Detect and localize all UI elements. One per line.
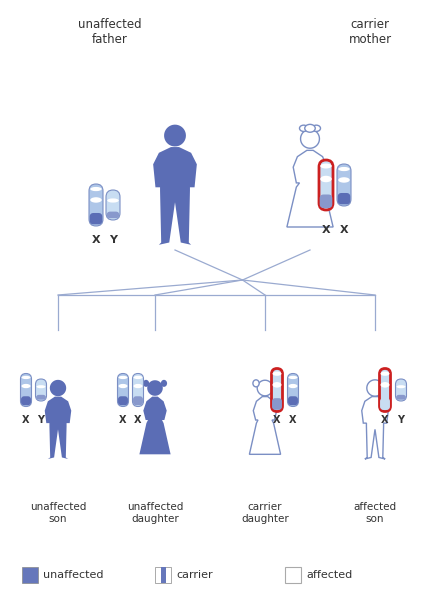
FancyBboxPatch shape [338,193,351,204]
FancyBboxPatch shape [396,379,407,401]
Text: unaffected
daughter: unaffected daughter [127,502,183,523]
Ellipse shape [133,384,142,388]
FancyBboxPatch shape [21,396,31,405]
FancyBboxPatch shape [89,184,103,226]
Text: X: X [289,415,297,425]
Text: X: X [91,235,100,245]
Bar [22,567,38,583]
Ellipse shape [143,380,149,387]
FancyBboxPatch shape [107,212,119,218]
Polygon shape [301,130,320,148]
Text: carrier
mother: carrier mother [348,18,392,46]
Ellipse shape [300,125,308,131]
Bar [285,567,301,583]
FancyBboxPatch shape [272,398,282,410]
Text: X: X [119,415,127,425]
Ellipse shape [22,376,30,379]
FancyBboxPatch shape [380,398,390,410]
Polygon shape [287,150,333,227]
FancyBboxPatch shape [35,379,46,401]
Ellipse shape [320,164,332,168]
Polygon shape [147,380,163,396]
Polygon shape [50,380,66,396]
Polygon shape [249,396,281,454]
Ellipse shape [320,176,332,182]
Bar [160,567,166,583]
Ellipse shape [118,384,127,388]
FancyBboxPatch shape [20,373,31,407]
Ellipse shape [381,382,389,388]
Ellipse shape [90,187,102,191]
Polygon shape [153,147,197,245]
Text: affected
son: affected son [354,502,396,523]
Text: X: X [273,415,281,425]
Ellipse shape [107,198,119,202]
FancyBboxPatch shape [118,396,128,405]
Ellipse shape [272,382,282,388]
Ellipse shape [253,380,259,387]
Text: X: X [134,415,142,425]
Ellipse shape [22,384,30,388]
Text: X: X [322,225,330,235]
Ellipse shape [37,385,46,389]
Polygon shape [164,125,186,147]
Text: unaffected: unaffected [43,570,103,580]
FancyBboxPatch shape [90,213,102,224]
Text: carrier: carrier [176,570,213,580]
Polygon shape [45,396,71,459]
Ellipse shape [312,125,320,131]
FancyBboxPatch shape [337,164,351,206]
Text: affected: affected [306,570,352,580]
Bar [155,567,171,583]
FancyBboxPatch shape [118,373,129,407]
Text: Y: Y [38,415,45,425]
FancyBboxPatch shape [36,395,46,399]
Ellipse shape [289,384,297,388]
FancyBboxPatch shape [133,396,143,405]
FancyBboxPatch shape [380,368,390,412]
Text: X: X [381,415,389,425]
Ellipse shape [305,125,315,132]
FancyBboxPatch shape [396,395,406,399]
Ellipse shape [381,371,389,376]
Text: carrier
daughter: carrier daughter [241,502,289,523]
Ellipse shape [338,177,350,182]
FancyBboxPatch shape [320,195,332,208]
Ellipse shape [271,380,277,387]
Ellipse shape [118,376,127,379]
Ellipse shape [90,197,102,202]
Text: X: X [22,415,30,425]
Ellipse shape [289,376,297,379]
Text: unaffected
son: unaffected son [30,502,86,523]
Text: Y: Y [397,415,404,425]
Ellipse shape [272,371,282,376]
Polygon shape [139,396,171,454]
Polygon shape [367,380,383,396]
Text: unaffected
father: unaffected father [78,18,142,46]
Ellipse shape [338,167,350,171]
Ellipse shape [133,376,142,379]
FancyBboxPatch shape [287,373,298,407]
Ellipse shape [161,380,167,387]
Text: X: X [340,225,348,235]
FancyBboxPatch shape [288,396,298,405]
FancyBboxPatch shape [271,368,282,412]
Polygon shape [362,396,388,459]
FancyBboxPatch shape [133,373,144,407]
FancyBboxPatch shape [319,160,333,210]
Text: Y: Y [109,235,117,245]
Ellipse shape [396,385,405,389]
Polygon shape [257,380,273,396]
FancyBboxPatch shape [106,190,120,220]
